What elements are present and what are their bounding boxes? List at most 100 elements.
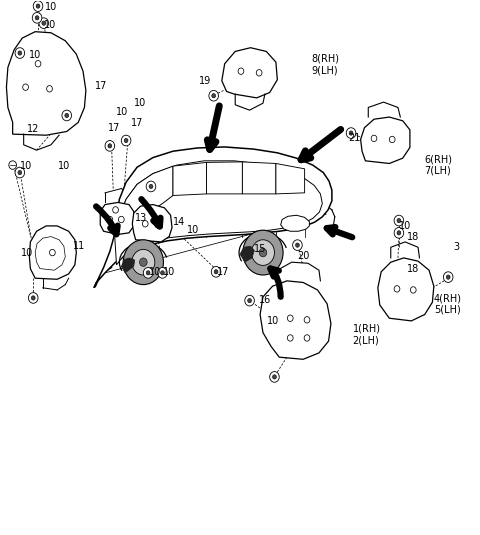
Circle shape <box>238 68 244 74</box>
Circle shape <box>121 135 131 146</box>
Text: 11: 11 <box>73 241 86 251</box>
Circle shape <box>113 207 119 213</box>
Circle shape <box>146 181 156 192</box>
Circle shape <box>389 136 395 143</box>
Circle shape <box>394 215 404 226</box>
Polygon shape <box>378 258 434 321</box>
Text: 21: 21 <box>348 133 360 143</box>
Circle shape <box>47 86 52 92</box>
Circle shape <box>288 315 293 322</box>
Polygon shape <box>117 166 173 234</box>
Circle shape <box>446 275 450 279</box>
Text: 10: 10 <box>45 2 57 12</box>
Circle shape <box>304 317 310 323</box>
Circle shape <box>140 258 147 266</box>
Polygon shape <box>206 162 242 194</box>
Text: 10: 10 <box>163 267 176 277</box>
Text: 8(RH)
9(LH): 8(RH) 9(LH) <box>312 54 340 75</box>
Circle shape <box>296 243 300 247</box>
Circle shape <box>123 240 163 285</box>
Circle shape <box>212 94 216 98</box>
Text: 10: 10 <box>267 316 279 326</box>
Circle shape <box>49 249 55 256</box>
Polygon shape <box>94 147 332 288</box>
Polygon shape <box>240 246 254 262</box>
Circle shape <box>346 128 356 139</box>
Text: 10: 10 <box>21 248 33 257</box>
Circle shape <box>65 113 69 118</box>
Text: 4(RH)
5(LH): 4(RH) 5(LH) <box>434 293 462 315</box>
Circle shape <box>18 171 22 175</box>
Text: 17: 17 <box>131 118 143 128</box>
Circle shape <box>256 70 262 76</box>
Circle shape <box>31 296 35 300</box>
Circle shape <box>18 51 22 55</box>
Polygon shape <box>6 32 86 135</box>
Text: 10: 10 <box>58 161 71 171</box>
Text: 1(RH)
2(LH): 1(RH) 2(LH) <box>352 324 381 345</box>
Polygon shape <box>276 164 305 194</box>
Circle shape <box>397 231 401 235</box>
Text: 16: 16 <box>259 295 271 304</box>
Text: 10: 10 <box>116 106 128 117</box>
Circle shape <box>146 271 150 275</box>
Polygon shape <box>29 226 76 279</box>
Circle shape <box>15 167 24 178</box>
Circle shape <box>105 141 115 151</box>
Circle shape <box>160 271 164 275</box>
Polygon shape <box>260 281 331 360</box>
Circle shape <box>245 295 254 306</box>
Text: 10: 10 <box>149 267 161 277</box>
Text: 6(RH)
7(LH): 6(RH) 7(LH) <box>424 154 452 176</box>
Circle shape <box>214 270 218 274</box>
Circle shape <box>397 218 401 223</box>
Circle shape <box>28 293 38 303</box>
Circle shape <box>349 131 353 135</box>
Text: 12: 12 <box>27 124 39 134</box>
Text: 17: 17 <box>108 123 120 133</box>
Polygon shape <box>242 162 276 194</box>
Polygon shape <box>173 163 206 195</box>
Circle shape <box>211 266 221 277</box>
Text: 20: 20 <box>298 251 310 261</box>
Text: 3: 3 <box>453 242 459 253</box>
Polygon shape <box>360 117 410 164</box>
Polygon shape <box>100 202 134 234</box>
Circle shape <box>209 90 218 101</box>
Circle shape <box>42 21 46 25</box>
Circle shape <box>155 221 160 228</box>
Circle shape <box>143 220 148 227</box>
Text: 10: 10 <box>20 161 32 171</box>
Circle shape <box>107 216 113 223</box>
Circle shape <box>293 240 302 250</box>
Circle shape <box>371 135 377 142</box>
Text: 15: 15 <box>254 244 267 254</box>
Circle shape <box>410 287 416 293</box>
Circle shape <box>304 335 310 341</box>
Circle shape <box>259 248 267 257</box>
Circle shape <box>33 1 43 11</box>
Circle shape <box>119 216 124 223</box>
Circle shape <box>132 249 155 275</box>
Circle shape <box>243 230 283 275</box>
Text: 17: 17 <box>95 81 107 91</box>
Circle shape <box>39 18 48 28</box>
Text: 10: 10 <box>187 225 200 235</box>
Circle shape <box>144 268 153 278</box>
Circle shape <box>394 286 400 292</box>
Circle shape <box>157 268 167 278</box>
Circle shape <box>35 16 39 20</box>
Circle shape <box>273 375 276 379</box>
Circle shape <box>62 110 72 121</box>
Circle shape <box>9 161 16 170</box>
Circle shape <box>36 4 40 8</box>
Circle shape <box>252 240 275 265</box>
Text: 18: 18 <box>407 264 419 273</box>
Polygon shape <box>35 236 65 270</box>
Text: 10: 10 <box>399 221 411 231</box>
Circle shape <box>108 144 112 148</box>
Polygon shape <box>132 204 172 242</box>
Polygon shape <box>115 161 323 265</box>
Circle shape <box>32 12 42 23</box>
Circle shape <box>15 48 24 58</box>
